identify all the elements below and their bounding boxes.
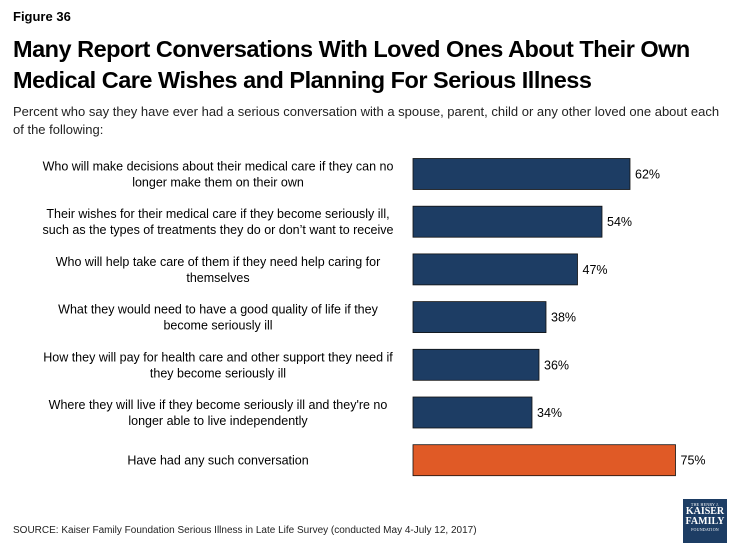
data-label: 62% [635, 168, 660, 182]
logo-line-3: FAMILY [685, 516, 725, 527]
data-label: 75% [681, 454, 706, 468]
data-label: 54% [607, 215, 632, 229]
logo-line-4: FOUNDATION [691, 527, 719, 532]
category-label-line: Where they will live if they become seri… [49, 398, 388, 412]
data-label: 34% [537, 406, 562, 420]
bar [412, 158, 631, 190]
category-label-line: Have had any such conversation [127, 454, 308, 468]
category-label-line: Their wishes for their medical care if t… [46, 207, 389, 221]
kff-logo: THE HENRY J. KAISER FAMILY FOUNDATION [683, 499, 727, 543]
bar-chart: 62% Who will make decisions about their m… [43, 158, 706, 477]
category-label: Their wishes for their medical care if t… [43, 207, 394, 237]
data-label: 36% [544, 358, 569, 372]
category-label: What they would need to have a good qual… [58, 303, 378, 333]
category-label-line: longer able to live independently [128, 414, 308, 428]
category-label: Where they will live if they become seri… [49, 398, 388, 428]
bar [412, 301, 547, 334]
bar [412, 205, 603, 238]
source-note: SOURCE: Kaiser Family Foundation Serious… [13, 525, 477, 536]
category-label-line: Who will help take care of them if they … [56, 255, 380, 269]
logo-line-2: KAISER [685, 506, 725, 517]
bar [412, 396, 533, 429]
category-label-line: Who will make decisions about their medi… [43, 160, 394, 174]
category-label-line: they become seriously ill [150, 366, 286, 380]
category-label: Have had any such conversation [127, 454, 308, 468]
category-label: Who will help take care of them if they … [56, 255, 380, 285]
figure-label: Figure 36 [13, 9, 71, 24]
data-label: 38% [551, 311, 576, 325]
category-label-line: What they would need to have a good qual… [58, 303, 378, 317]
category-label-line: such as the types of treatments they do … [43, 223, 394, 237]
category-label-line: How they will pay for health care and ot… [43, 350, 393, 364]
logo-line-1: THE HENRY J. [690, 502, 720, 507]
chart-title: Many Report Conversations With Loved One… [13, 36, 690, 93]
chart-subtitle: Percent who say they have ever had a ser… [13, 104, 720, 137]
category-label-line: become seriously ill [163, 319, 272, 333]
bar [412, 348, 540, 381]
category-label: How they will pay for health care and ot… [43, 350, 393, 380]
category-label-line: longer make them on their own [132, 176, 304, 190]
data-label: 47% [583, 263, 608, 277]
bar [412, 444, 676, 477]
bar [412, 253, 578, 286]
category-label: Who will make decisions about their medi… [43, 160, 394, 190]
category-label-line: themselves [186, 271, 249, 285]
